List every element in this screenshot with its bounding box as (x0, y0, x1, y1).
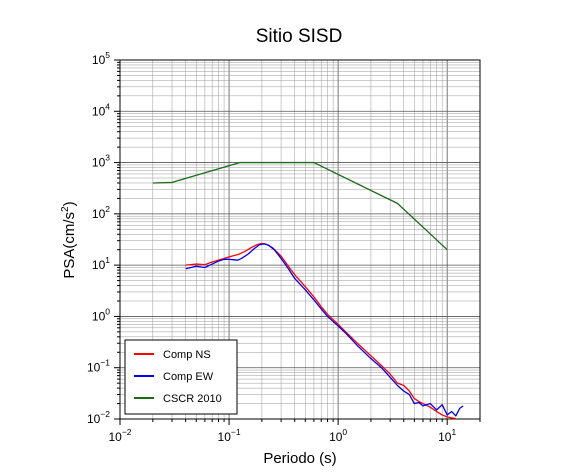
x-tick-label-base: 10 (218, 430, 232, 444)
legend-label-comp-ns: Comp NS (163, 349, 211, 361)
y-tick-label-base: 10 (92, 156, 106, 170)
y-tick-label-exponent: 4 (105, 101, 110, 111)
series-line-comp-ns (185, 242, 456, 420)
x-tick-label-base: 10 (438, 430, 452, 444)
x-tick-label: 101 (438, 427, 456, 444)
y-axis-label-tail: ) (61, 201, 78, 206)
x-tick-label-base: 10 (108, 430, 122, 444)
x-tick-label-exponent: 0 (342, 427, 347, 437)
x-tick-labels: 10−2 10−1 100 101 (108, 427, 456, 444)
series-group (152, 161, 464, 420)
series-line-cscr-2010 (152, 161, 448, 251)
y-tick-label-exponent: 5 (105, 50, 110, 60)
y-tick-label-base: 10 (87, 412, 101, 426)
y-axis-label-base: PSA(cm/s (61, 212, 78, 279)
x-tick-label-exponent: −1 (231, 427, 241, 437)
y-tick-label-exponent: −1 (100, 358, 110, 368)
y-tick-label-base: 10 (92, 207, 106, 221)
axis-ticks (114, 59, 481, 425)
series-line-comp-ew (185, 243, 464, 417)
y-tick-label-base: 10 (92, 309, 106, 323)
y-tick-label-base: 10 (92, 258, 106, 272)
y-tick-label-exponent: 2 (105, 204, 110, 214)
legend-items: Comp NS Comp EW CSCR 2010 (134, 349, 222, 405)
legend: Comp NS Comp EW CSCR 2010 (124, 339, 238, 415)
x-tick-label: 10−2 (108, 427, 131, 444)
y-tick-label: 10−1 (87, 358, 110, 375)
x-tick-label: 100 (329, 427, 347, 444)
y-tick-label: 102 (92, 204, 110, 221)
y-tick-label: 104 (92, 101, 110, 118)
x-axis-label: Periodo (s) (263, 450, 336, 467)
x-tick-label-exponent: −2 (122, 427, 132, 437)
x-tick-label: 10−1 (218, 427, 241, 444)
y-tick-label: 10−2 (87, 409, 110, 426)
y-tick-label: 100 (92, 306, 110, 323)
x-tick-label-exponent: 1 (451, 427, 456, 437)
y-tick-label: 101 (92, 255, 110, 272)
y-tick-label: 105 (92, 50, 110, 67)
y-tick-label: 103 (92, 153, 110, 170)
y-tick-label-exponent: −2 (100, 409, 110, 419)
y-axis-label: PSA(cm/s2) (60, 201, 78, 278)
plot-frame (119, 59, 481, 420)
chart-title: Sitio SISD (256, 26, 343, 47)
y-tick-label-base: 10 (87, 361, 101, 375)
y-tick-label-exponent: 0 (105, 306, 110, 316)
y-tick-label-base: 10 (92, 104, 106, 118)
x-tick-label-base: 10 (329, 430, 343, 444)
y-tick-label-base: 10 (92, 53, 106, 67)
y-tick-label-exponent: 3 (105, 153, 110, 163)
legend-label-comp-ew: Comp EW (163, 371, 214, 383)
y-axis-label-superscript: 2 (60, 206, 71, 212)
legend-label-cscr-2010: CSCR 2010 (163, 393, 222, 405)
y-tick-label-exponent: 1 (105, 255, 110, 265)
